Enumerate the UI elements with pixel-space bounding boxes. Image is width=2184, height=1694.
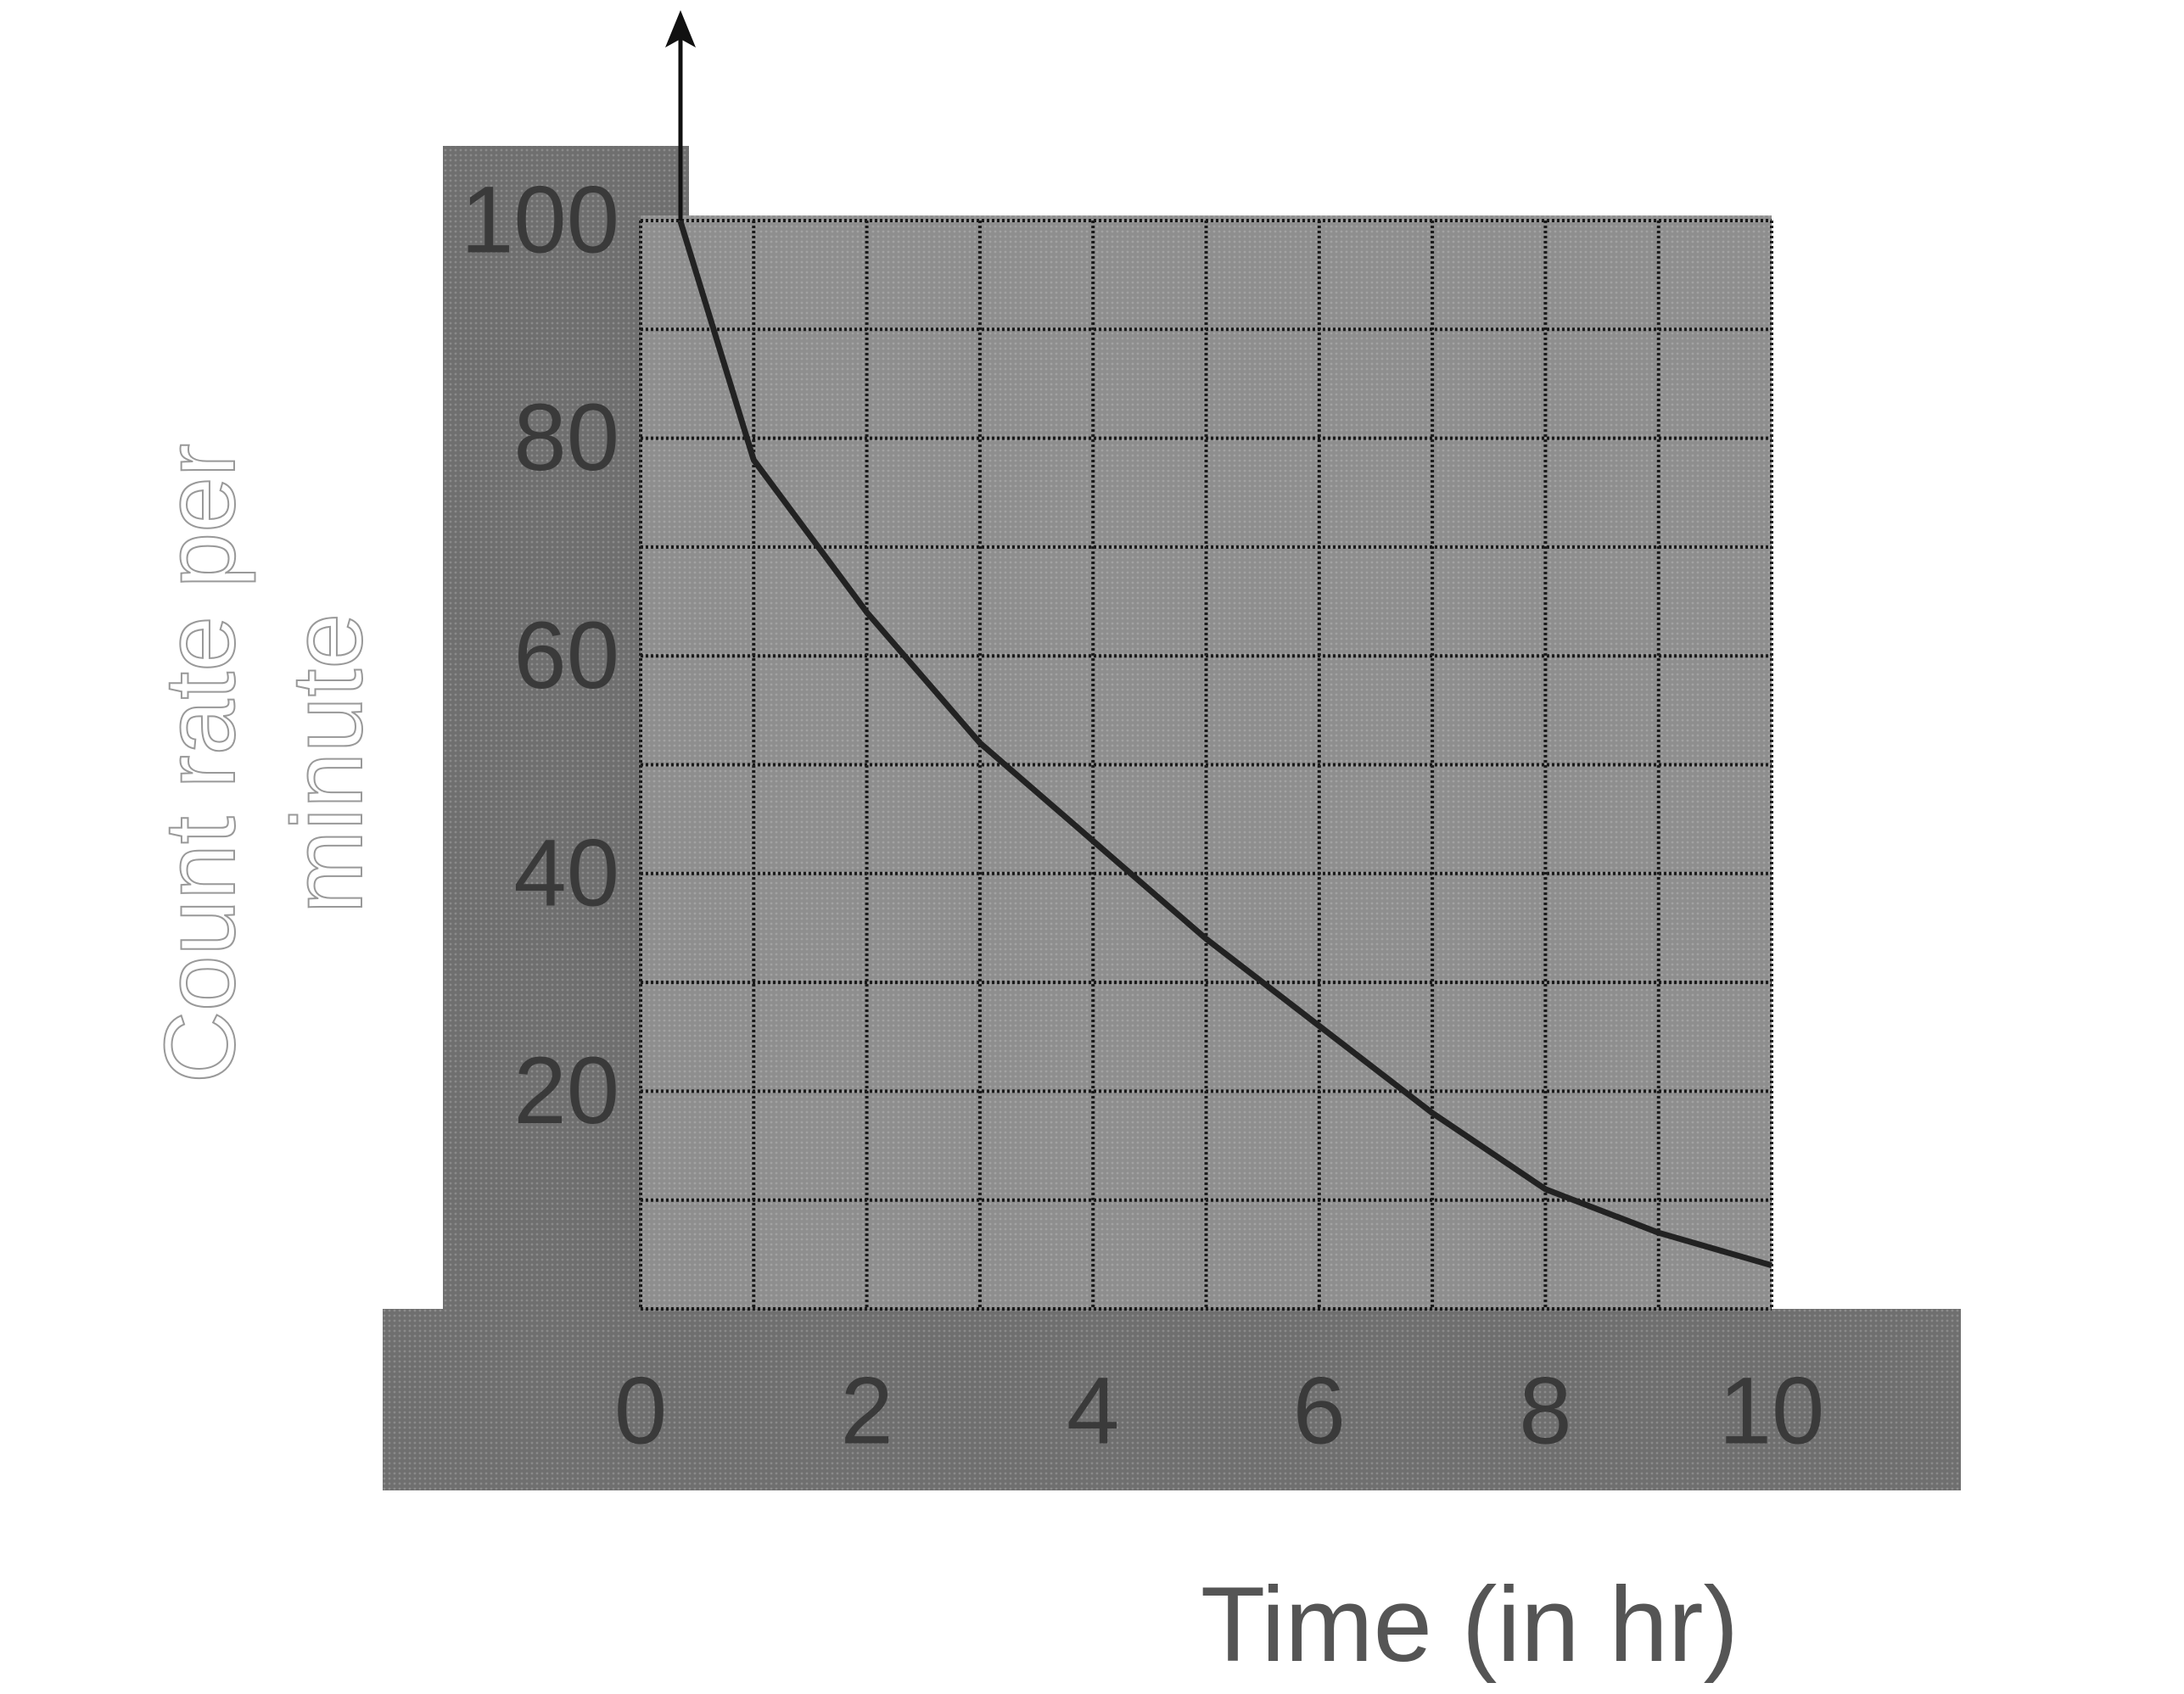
bottom-panel bbox=[383, 1309, 1961, 1490]
arrow-head bbox=[665, 10, 696, 48]
y-tick-label: 60 bbox=[513, 602, 619, 708]
y-tick-label: 20 bbox=[513, 1037, 619, 1143]
y-tick-label: 80 bbox=[513, 384, 619, 490]
grid bbox=[639, 219, 1773, 1311]
x-tick-label: 6 bbox=[1293, 1358, 1346, 1464]
y-axis-label: Count rate per minute bbox=[143, 443, 384, 1084]
y-tick-label: 40 bbox=[513, 819, 619, 925]
y-tick-label: 100 bbox=[461, 167, 619, 273]
x-tick-label: 8 bbox=[1519, 1358, 1571, 1464]
x-tick-label: 2 bbox=[840, 1358, 893, 1464]
x-tick-label: 0 bbox=[614, 1358, 667, 1464]
line bbox=[677, 219, 1772, 1269]
x-tick-label: 10 bbox=[1719, 1358, 1825, 1464]
x-tick-label: 4 bbox=[1067, 1358, 1119, 1464]
y-axis-label-line: minute bbox=[272, 613, 384, 914]
series bbox=[677, 219, 1772, 1269]
y-axis-label-line: Count rate per bbox=[144, 444, 256, 1083]
x-axis-label: Time (in hr) bbox=[1201, 1566, 1739, 1684]
